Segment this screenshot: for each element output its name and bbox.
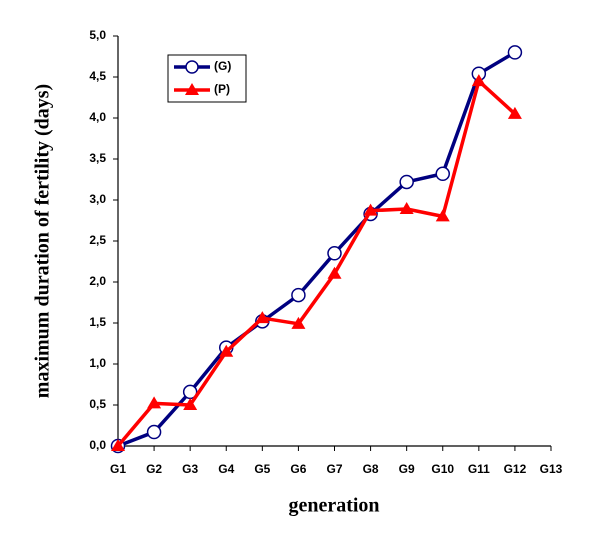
y-tick-label: 3,0 — [89, 192, 106, 206]
y-tick-label: 5,0 — [89, 28, 106, 42]
data-point — [363, 203, 378, 216]
data-point — [291, 287, 306, 303]
x-axis-label: generation — [288, 495, 379, 517]
x-tick-label: G5 — [254, 462, 270, 476]
y-tick-label: 4,5 — [89, 69, 106, 83]
data-point — [507, 45, 523, 60]
x-tick-label: G11 — [468, 462, 490, 476]
x-tick-label: G1 — [110, 462, 126, 476]
data-point — [435, 209, 450, 222]
data-point — [471, 74, 486, 87]
x-tick-label: G2 — [146, 462, 162, 476]
x-tick-label: G12 — [504, 462, 527, 476]
data-point — [183, 398, 198, 410]
data-point — [291, 316, 306, 329]
y-tick-label: 1,5 — [89, 315, 106, 329]
legend-label: (G) — [214, 59, 231, 73]
y-tick-label: 4,0 — [89, 110, 106, 124]
y-tick-label: 0,0 — [89, 438, 106, 452]
x-tick-label: G3 — [182, 462, 198, 476]
data-point — [111, 439, 125, 451]
data-point — [327, 246, 342, 261]
x-tick-label: G4 — [218, 462, 234, 476]
data-point — [435, 166, 450, 182]
y-axis-label: maximum duration of fertility (days) — [32, 84, 54, 398]
y-tick-label: 3,5 — [89, 151, 106, 165]
data-point — [399, 174, 414, 190]
y-tick-label: 2,5 — [89, 233, 106, 247]
x-tick-label: G10 — [431, 462, 454, 476]
x-tick-label: G8 — [363, 462, 379, 476]
data-point — [219, 344, 234, 357]
data-point — [507, 106, 522, 119]
series-line — [117, 50, 516, 448]
x-tick-label: G7 — [326, 462, 342, 476]
x-tick-label: G6 — [290, 462, 306, 476]
x-tick-label: G9 — [399, 462, 415, 476]
legend-box — [167, 54, 247, 103]
y-tick-label: 0,5 — [89, 397, 106, 411]
y-tick-label: 2,0 — [89, 274, 106, 288]
data-point — [146, 424, 162, 440]
data-point — [147, 396, 162, 409]
legend-label: (P) — [214, 82, 230, 96]
legend-marker — [185, 60, 199, 74]
data-point — [255, 311, 270, 324]
x-tick-label: G13 — [540, 462, 563, 476]
legend-marker — [185, 83, 199, 95]
data-point — [327, 266, 342, 279]
data-point — [399, 202, 414, 215]
y-tick-label: 1,0 — [89, 356, 106, 370]
series-line — [116, 79, 517, 448]
